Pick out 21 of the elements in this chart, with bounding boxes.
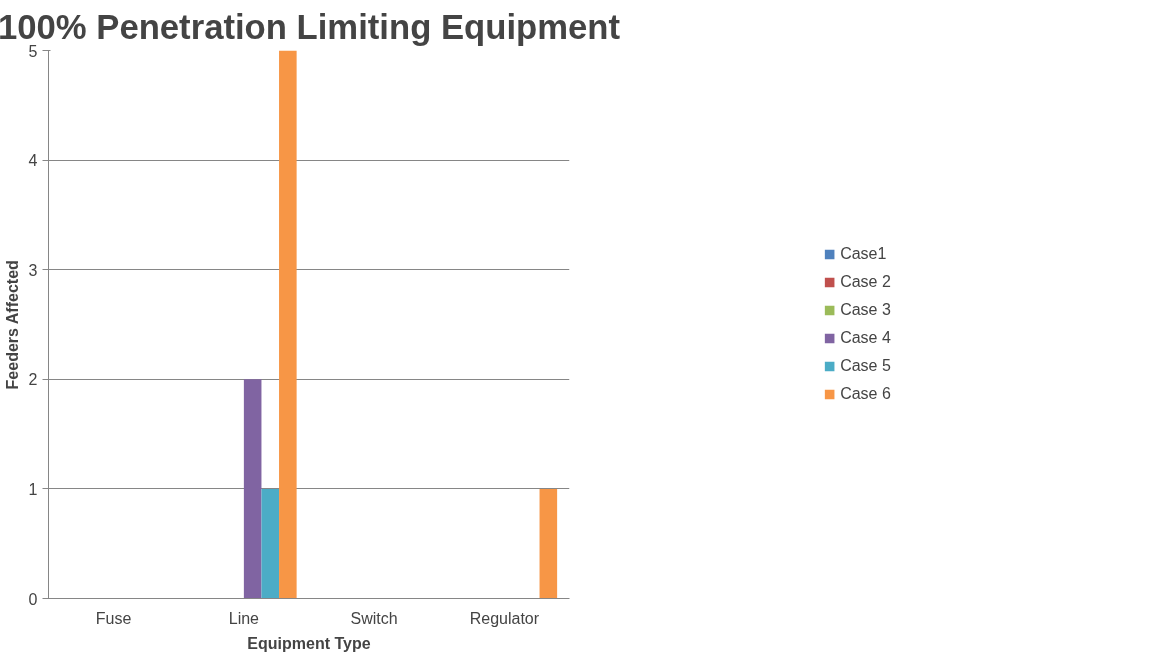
x-tick-label: Fuse (95, 609, 132, 627)
legend-label: Case 3 (840, 301, 891, 319)
bar (261, 488, 280, 599)
x-axis-title: Equipment Type (247, 634, 371, 652)
y-tick-label: 2 (28, 371, 38, 389)
y-tick-label: 3 (28, 261, 38, 279)
legend-label: Case 5 (840, 357, 891, 375)
bar (243, 379, 262, 599)
legend-label: Case 2 (840, 273, 891, 291)
x-tick-label: Regulator (469, 609, 540, 627)
x-tick-label: Switch (350, 609, 398, 627)
y-tick-label: 1 (28, 480, 38, 498)
legend-label: Case 6 (840, 385, 891, 403)
y-axis-title: Feeders Affected (3, 260, 21, 390)
x-tick-label: Line (228, 609, 260, 627)
y-tick-label: 4 (28, 152, 38, 170)
bar (279, 50, 297, 599)
legend-label: Case 4 (840, 329, 891, 347)
y-tick-label: 0 (28, 590, 38, 608)
bar (539, 488, 558, 599)
legend-label: Case1 (840, 245, 887, 263)
